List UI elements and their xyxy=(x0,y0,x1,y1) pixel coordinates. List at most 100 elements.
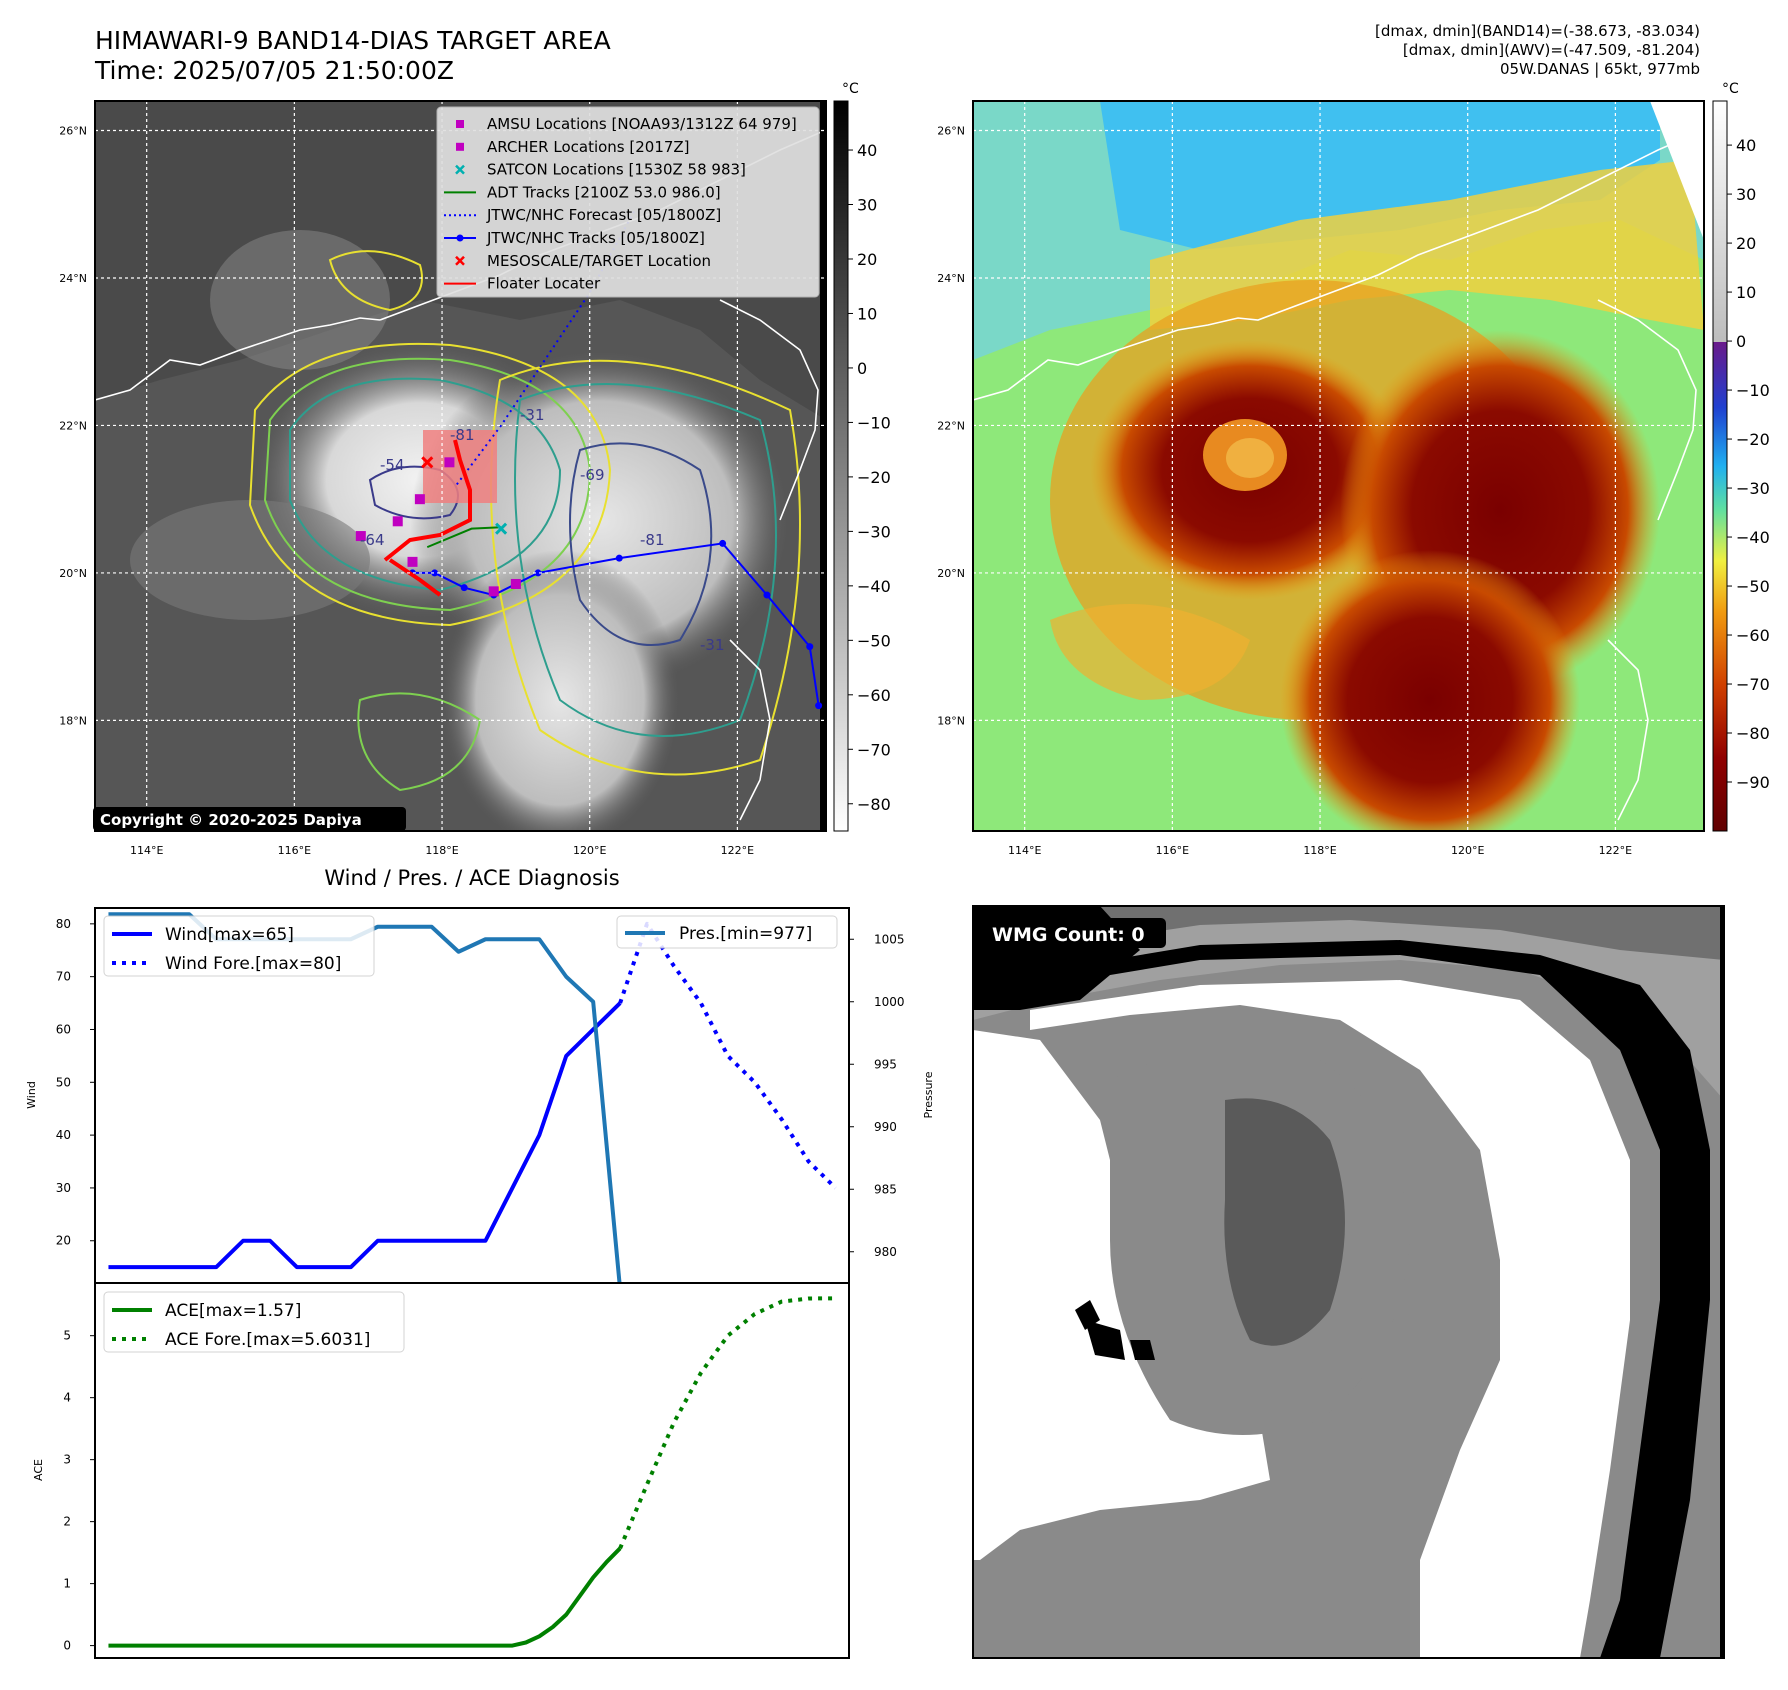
legend-label: AMSU Locations [NOAA93/1312Z 64 979] xyxy=(487,115,797,133)
colorbar-tick-label: 40 xyxy=(857,141,877,160)
colorbar-tick-label: −70 xyxy=(857,740,891,759)
ir-lon-tick-label: 116°E xyxy=(278,844,311,857)
archer-point xyxy=(414,494,425,505)
colorbar-tick-label: 20 xyxy=(857,250,877,269)
colorbar-tick-label: 10 xyxy=(1736,283,1756,302)
satcon-marker xyxy=(495,522,508,535)
jtwc-track-point xyxy=(431,569,439,577)
legend-marker xyxy=(455,164,465,175)
colorbar-tick-label: 30 xyxy=(857,196,877,215)
target-location-marker xyxy=(421,456,434,469)
amsu-point xyxy=(444,457,455,468)
ir-lon-tick-label: 118°E xyxy=(425,844,458,857)
jtwc-track-line xyxy=(412,542,820,706)
wind-pressure-chart: 20 30 40 50 60 70 80 980 985 990 995 1000 1005 Wind … xyxy=(25,907,935,1290)
colorbar-tick-label: 0 xyxy=(857,359,867,378)
awv-gridlines xyxy=(973,101,1704,831)
colorbar-tick-label: −10 xyxy=(1736,381,1770,400)
contour-label: -81 xyxy=(640,531,665,549)
awv-lon-tick-label: 116°E xyxy=(1156,844,1189,857)
archer-point xyxy=(407,556,418,567)
legend-marker xyxy=(455,255,465,266)
colorbar-tick-label: 10 xyxy=(857,304,877,323)
pressure-legend: Pres.[min=977] xyxy=(616,915,838,949)
title-line-2: Time: 2025/07/05 21:50:00Z xyxy=(95,56,454,85)
legend-wind: Wind[max=65] xyxy=(165,925,294,945)
series-line xyxy=(108,1546,622,1648)
colorbar-tick-label: −70 xyxy=(1736,675,1770,694)
ir-lon-tick-label: 120°E xyxy=(573,844,606,857)
legend-marker xyxy=(456,120,464,128)
legend-marker xyxy=(456,142,464,151)
info-line-3: 05W.DANAS | 65kt, 977mb xyxy=(1499,60,1700,78)
y2-tick-label: 995 xyxy=(874,1057,897,1071)
storm-info: [dmax, dmin](BAND14)=(-38.673, -83.034) … xyxy=(1375,22,1700,79)
series-line xyxy=(618,1296,836,1550)
ir-lat-tick-label: 18°N xyxy=(59,714,87,727)
legend-label: MESOSCALE/TARGET Location xyxy=(487,252,711,270)
jtwc-track-point xyxy=(815,702,823,710)
colorbar-tick-label: −10 xyxy=(857,413,891,432)
legend-label: ADT Tracks [2100Z 53.0 986.0] xyxy=(487,183,721,201)
jtwc-track-point xyxy=(806,643,814,651)
legend-ace-fore: ACE Fore.[max=5.6031] xyxy=(165,1330,370,1350)
floater-locater-box xyxy=(423,430,497,503)
y-tick-label: 60 xyxy=(56,1022,71,1036)
jtwc-track-point xyxy=(534,569,542,577)
ace-chart: 0 1 2 3 4 5 ACE ACE[max=1.57] ACE Fore.[max=5… xyxy=(32,1282,850,1659)
satcon-point xyxy=(495,522,508,535)
info-line-1: [dmax, dmin](BAND14)=(-38.673, -83.034) xyxy=(1375,22,1700,40)
y-tick-label: 40 xyxy=(56,1128,71,1142)
y2-tick-label: 1005 xyxy=(874,932,905,946)
colorbar-tick-label: −20 xyxy=(1736,430,1770,449)
diag-title: Wind / Pres. / ACE Diagnosis xyxy=(324,866,619,890)
ir-lon-tick-label: 122°E xyxy=(721,844,754,857)
colorbar-tick-label: −40 xyxy=(857,577,891,596)
target-marker xyxy=(421,456,434,469)
archer-point xyxy=(392,516,403,527)
awv-lat-tick-label: 20°N xyxy=(937,567,965,580)
jtwc-track-point xyxy=(763,591,771,599)
contour-label: -54 xyxy=(380,456,405,474)
colorbar-tick-label: −30 xyxy=(857,522,891,541)
ir-lon-tick-label: 114°E xyxy=(130,844,163,857)
archer-points xyxy=(355,494,521,597)
legend-ace: ACE[max=1.57] xyxy=(165,1301,301,1321)
awv-colorbar: °C 40 30 20 10 0 −10 −20 −30 −40 −50 −60 −70 −80 −90 xyxy=(1712,81,1770,832)
y-tick-label: 50 xyxy=(56,1075,71,1089)
colorbar-tick-label: 20 xyxy=(1736,234,1756,253)
legend-label: JTWC/NHC Tracks [05/1800Z] xyxy=(486,229,705,247)
y-tick-label: 20 xyxy=(56,1234,71,1248)
y-tick-label: 2 xyxy=(63,1515,71,1529)
awv-lon-tick-label: 114°E xyxy=(1008,844,1041,857)
ir-lat-tick-label: 20°N xyxy=(59,567,87,580)
awv-imagery xyxy=(973,101,1704,831)
y-tick-label: 3 xyxy=(63,1453,71,1467)
ace-legend: ACE[max=1.57] ACE Fore.[max=5.6031] xyxy=(103,1291,405,1353)
jtwc-track-point xyxy=(719,539,727,547)
floater-locater-track xyxy=(383,439,472,597)
contour-label: -64 xyxy=(360,531,385,549)
colorbar-tick-label: 40 xyxy=(1736,136,1756,155)
wmg-count-label: WMG Count: 0 xyxy=(992,924,1145,946)
contour-label: -69 xyxy=(580,466,605,484)
ir-lat-tick-label: 26°N xyxy=(59,124,87,137)
wind-legend: Wind[max=65] Wind Fore.[max=80] xyxy=(103,915,375,977)
ir-map-panel: -54 -64 -81 -31 -69 -31 -81 26°N 24°N 22°N 20°N 18… xyxy=(59,100,827,857)
archer-point xyxy=(488,586,499,597)
ir-legend: AMSU Locations [NOAA93/1312Z 64 979] ARCH… xyxy=(436,106,820,298)
y-tick-label: 80 xyxy=(56,917,71,931)
contour-label: -31 xyxy=(700,636,725,654)
amsu-marker xyxy=(444,457,455,468)
wind-axis-label: Wind xyxy=(25,1081,38,1109)
awv-lat-tick-label: 26°N xyxy=(937,124,965,137)
legend-label: SATCON Locations [1530Z 58 983] xyxy=(487,161,746,179)
colorbar-tick-label: −60 xyxy=(1736,626,1770,645)
legend-marker-dot xyxy=(456,234,464,242)
awv-lon-tick-label: 122°E xyxy=(1599,844,1632,857)
colorbar-tick-label: −80 xyxy=(857,795,891,814)
colorbar-tick-label: −20 xyxy=(857,468,891,487)
ir-colorbar: °C 40 30 20 10 0 −10 −20 −30 −40 −50 −60 −70 −80 xyxy=(833,81,891,832)
awv-lon-tick-label: 118°E xyxy=(1303,844,1336,857)
